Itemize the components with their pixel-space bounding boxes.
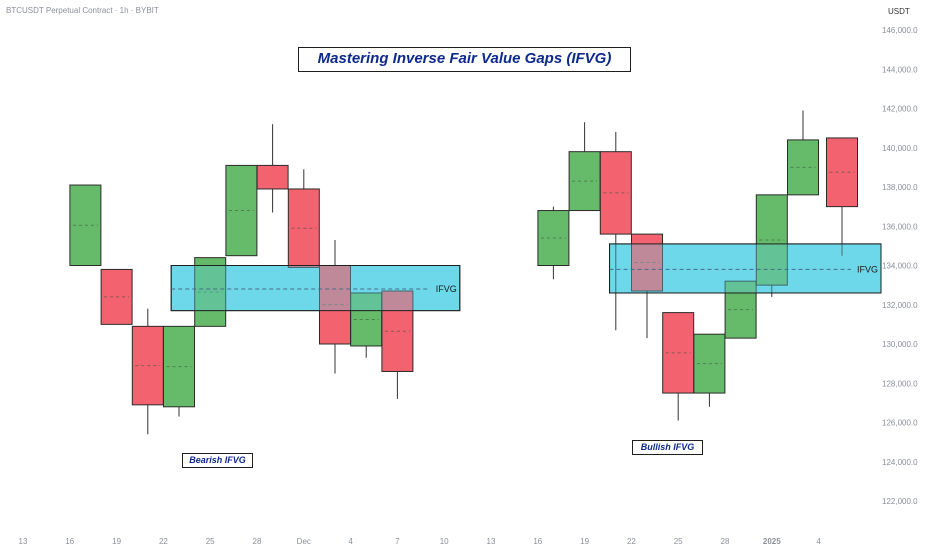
candle-19 bbox=[755, 194, 788, 297]
candle-18 bbox=[724, 280, 757, 339]
candle-17 bbox=[693, 333, 726, 407]
x-tick-label: 25 bbox=[674, 537, 683, 546]
x-tick-label: 13 bbox=[19, 537, 28, 546]
x-tick-label: 16 bbox=[65, 537, 74, 546]
x-tick-label: 10 bbox=[440, 537, 449, 546]
candle-20 bbox=[787, 110, 819, 196]
candles-layer bbox=[69, 110, 858, 435]
x-tick-label: 16 bbox=[533, 537, 542, 546]
bearish-candle-body bbox=[256, 164, 289, 190]
x-tick-label: 19 bbox=[112, 537, 121, 546]
ifvg-zone-overlay-2 bbox=[609, 243, 882, 294]
x-tick-label: 28 bbox=[721, 537, 730, 546]
x-tick-label: 4 bbox=[348, 537, 353, 546]
x-tick-label: 4 bbox=[816, 537, 821, 546]
candle-10 bbox=[350, 292, 383, 358]
candle-11 bbox=[381, 290, 414, 399]
gap-overlay-layer: IFVG IFVG bbox=[170, 243, 882, 312]
x-tick-label: 2025 bbox=[763, 537, 781, 546]
y-tick-label: 126,000.0 bbox=[882, 419, 918, 428]
y-tick-label: 140,000.0 bbox=[882, 144, 918, 153]
candle-2 bbox=[100, 268, 133, 325]
candle-5 bbox=[194, 257, 227, 327]
ifvg-zone-overlay-1 bbox=[170, 265, 461, 312]
x-tick-label: 25 bbox=[206, 537, 215, 546]
price-unit-label: USDT bbox=[888, 7, 910, 16]
candle-16 bbox=[662, 312, 695, 421]
y-tick-label: 144,000.0 bbox=[882, 65, 918, 74]
candle-14 bbox=[599, 132, 632, 331]
candle-7 bbox=[256, 124, 289, 213]
y-tick-label: 142,000.0 bbox=[882, 105, 918, 114]
y-tick-label: 128,000.0 bbox=[882, 379, 918, 388]
x-tick-label: 28 bbox=[253, 537, 262, 546]
y-tick-label: 122,000.0 bbox=[882, 497, 918, 506]
y-tick-label: 130,000.0 bbox=[882, 340, 918, 349]
candle-1 bbox=[69, 184, 102, 267]
candle-13 bbox=[568, 122, 601, 212]
x-tick-label: 13 bbox=[487, 537, 496, 546]
y-tick-label: 146,000.0 bbox=[882, 26, 918, 35]
candle-6 bbox=[225, 164, 258, 257]
y-tick-label: 124,000.0 bbox=[882, 458, 918, 467]
x-tick-label: 22 bbox=[159, 537, 168, 546]
x-tick-label: 7 bbox=[395, 537, 400, 546]
y-tick-label: 132,000.0 bbox=[882, 301, 918, 310]
y-axis: 146,000.0 144,000.0 142,000.0 140,000.0 138,… bbox=[882, 26, 918, 506]
x-tick-label: 19 bbox=[580, 537, 589, 546]
y-tick-label: 134,000.0 bbox=[882, 262, 918, 271]
x-tick-label: 22 bbox=[627, 537, 636, 546]
candle-4 bbox=[163, 325, 195, 417]
candle-8 bbox=[287, 169, 320, 268]
x-tick-label: Dec bbox=[297, 537, 311, 546]
y-tick-label: 136,000.0 bbox=[882, 222, 918, 231]
chart-title: Mastering Inverse Fair Value Gaps (IFVG) bbox=[298, 47, 631, 72]
x-axis: 13 16 19 22 25 28 Dec 4 7 10 13 16 19 22 25 28 2025 4 bbox=[19, 537, 822, 546]
ifvg-zone-label-1: IFVG bbox=[436, 284, 457, 294]
candle-9 bbox=[319, 239, 351, 374]
candle-21 bbox=[826, 137, 858, 256]
bearish-ifvg-label: Bearish IFVG bbox=[182, 453, 253, 468]
candle-3 bbox=[131, 308, 164, 435]
bullish-ifvg-label: Bullish IFVG bbox=[632, 440, 703, 455]
ifvg-zone-label-2: IFVG bbox=[857, 264, 878, 274]
symbol-header: BTCUSDT Perpetual Contract · 1h · BYBIT bbox=[6, 6, 159, 15]
y-tick-label: 138,000.0 bbox=[882, 183, 918, 192]
candle-12 bbox=[537, 206, 570, 280]
